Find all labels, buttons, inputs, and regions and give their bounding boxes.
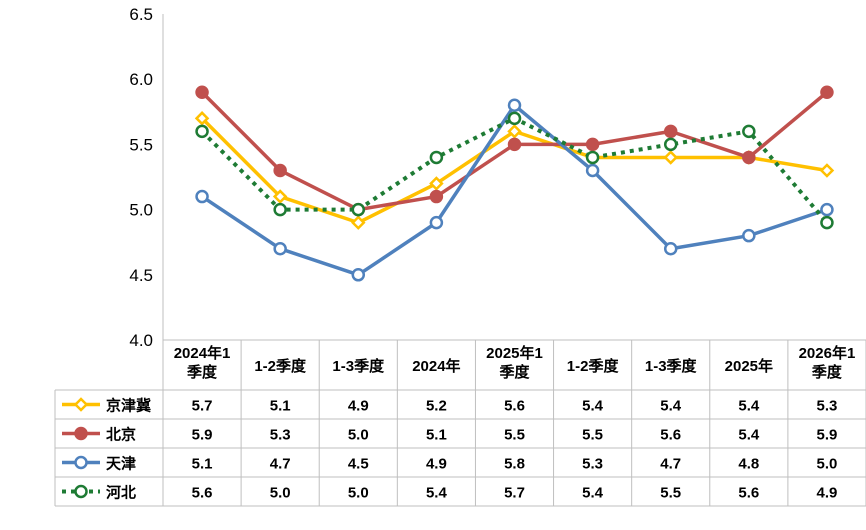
x-category-label: 2025年1 — [486, 344, 543, 362]
series-1-marker — [585, 137, 600, 152]
x-category-label: 季度 — [499, 363, 530, 381]
x-category-label: 1-3季度 — [645, 357, 698, 375]
legend-label: 天津 — [106, 455, 136, 473]
table-value-cell: 5.6 — [660, 427, 681, 444]
series-2-marker — [273, 241, 287, 256]
table-value-cell: 4.8 — [738, 456, 759, 473]
table-value-cell: 5.0 — [817, 456, 838, 473]
series-3-marker — [507, 111, 522, 126]
table-value-cell: 4.9 — [817, 485, 838, 502]
table-value-cell: 5.9 — [817, 427, 838, 444]
series-3-marker — [663, 137, 678, 152]
table-value-cell: 5.4 — [660, 398, 682, 415]
series-1-marker — [507, 137, 522, 152]
table-value-cell: 5.3 — [817, 398, 838, 415]
series-2-marker — [663, 241, 678, 256]
series-3-marker — [74, 484, 88, 499]
series-1-marker — [429, 189, 444, 204]
series-1-marker — [74, 426, 88, 441]
table-value-cell: 5.7 — [504, 485, 525, 502]
series-0-marker — [507, 124, 522, 139]
x-category-label: 2024年 — [412, 357, 460, 375]
x-category-label: 2026年1 — [799, 344, 856, 362]
x-category-label: 2025年 — [725, 357, 773, 375]
table-value-cell: 5.9 — [192, 427, 213, 444]
x-category-label: 季度 — [187, 363, 218, 381]
table-value-cell: 5.5 — [582, 427, 603, 444]
table-value-cell: 5.5 — [660, 485, 681, 502]
series-3-marker — [429, 150, 444, 165]
series-0-marker — [73, 397, 89, 412]
table-value-cell: 5.6 — [738, 485, 759, 502]
series-0-marker — [194, 111, 210, 126]
x-category-label: 季度 — [812, 363, 843, 381]
series-0-marker — [272, 189, 288, 204]
x-category-label: 1-2季度 — [254, 357, 307, 375]
x-category-label: 1-3季度 — [332, 357, 385, 375]
series-2-marker — [507, 98, 522, 113]
y-tick-label: 6.0 — [129, 70, 153, 89]
table-value-cell: 5.1 — [426, 427, 447, 444]
series-2-marker — [429, 215, 444, 230]
table-value-cell: 5.1 — [270, 398, 291, 415]
series-0-marker — [351, 215, 366, 230]
series-2-marker — [351, 268, 366, 282]
table-value-cell: 4.7 — [270, 456, 291, 473]
series-3-marker — [351, 202, 366, 217]
table-value-cell: 5.7 — [192, 398, 213, 415]
series-2-marker — [195, 189, 209, 204]
series-3-marker — [585, 150, 600, 165]
table-value-cell: 4.9 — [426, 456, 447, 473]
table-value-cell: 5.2 — [426, 398, 447, 415]
series-1-marker — [273, 163, 287, 178]
x-category-label: 1-2季度 — [567, 357, 620, 375]
table-value-cell: 5.4 — [738, 398, 760, 415]
series-3-marker — [742, 124, 756, 139]
table-value-cell: 5.5 — [504, 427, 525, 444]
table-value-cell: 5.3 — [582, 456, 603, 473]
table-value-cell: 5.4 — [426, 485, 448, 502]
series-2-marker — [742, 228, 756, 243]
table-value-cell: 5.4 — [582, 398, 604, 415]
table-value-cell: 5.4 — [738, 427, 760, 444]
series-1-marker — [663, 124, 678, 139]
table-value-cell: 5.3 — [270, 427, 291, 444]
y-tick-label: 6.5 — [129, 5, 153, 24]
legend-label: 河北 — [106, 484, 136, 502]
table-value-cell: 5.1 — [192, 456, 213, 473]
table-value-cell: 5.6 — [504, 398, 525, 415]
table-value-cell: 5.8 — [504, 456, 525, 473]
table-value-cell: 4.5 — [348, 456, 369, 473]
series-0-marker — [819, 163, 835, 178]
series-1-marker — [195, 85, 209, 99]
legend-label: 京津冀 — [106, 397, 151, 415]
series-0-marker — [663, 150, 678, 165]
series-2-marker — [74, 455, 88, 470]
y-tick-label: 4.0 — [129, 331, 153, 350]
table-value-cell: 5.0 — [270, 485, 291, 502]
series-2-marker — [820, 202, 834, 217]
table-value-cell: 5.4 — [582, 485, 604, 502]
series-3-marker — [273, 202, 287, 217]
series-1-marker — [820, 85, 834, 99]
table-value-cell: 5.0 — [348, 427, 369, 444]
y-tick-label: 5.0 — [129, 201, 153, 220]
series-3-marker — [820, 215, 834, 230]
table-value-cell: 5.0 — [348, 485, 369, 502]
table-value-cell: 4.9 — [348, 398, 369, 415]
series-2-marker — [585, 163, 600, 178]
x-category-label: 2024年1 — [174, 344, 231, 362]
y-tick-label: 5.5 — [129, 135, 153, 154]
series-1-marker — [742, 150, 756, 165]
series-3-marker — [195, 124, 209, 139]
y-tick-label: 4.5 — [129, 266, 153, 285]
legend-label: 北京 — [106, 426, 136, 444]
series-0-marker — [429, 176, 444, 191]
table-value-cell: 4.7 — [660, 456, 681, 473]
table-value-cell: 5.6 — [192, 485, 213, 502]
